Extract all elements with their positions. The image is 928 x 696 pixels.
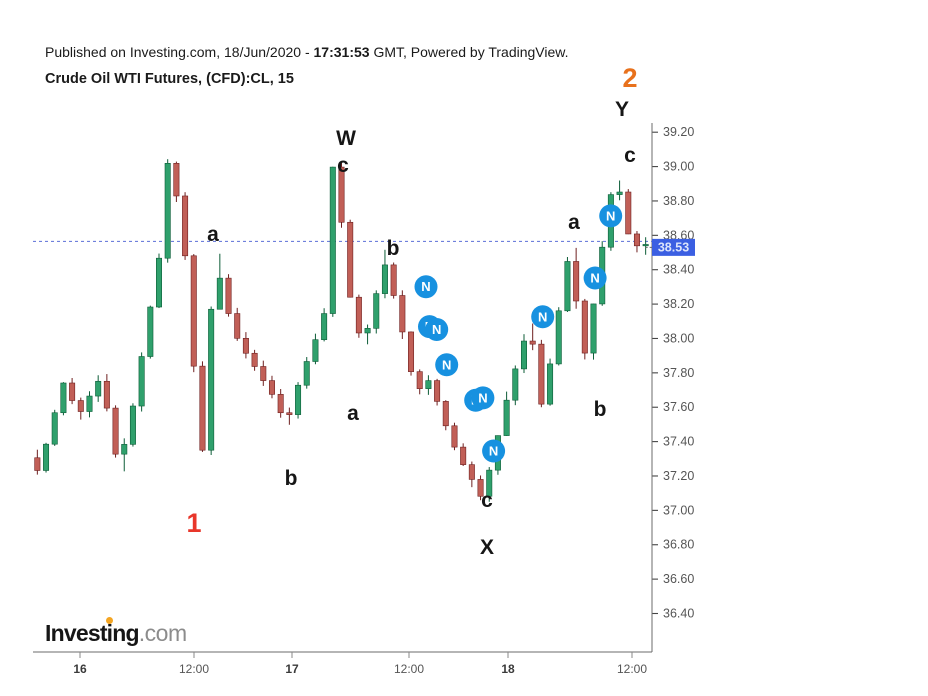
- svg-text:37.60: 37.60: [663, 400, 694, 414]
- svg-text:36.80: 36.80: [663, 538, 694, 552]
- svg-text:36.60: 36.60: [663, 572, 694, 586]
- svg-text:12:00: 12:00: [617, 662, 647, 676]
- svg-text:N: N: [421, 279, 430, 294]
- svg-text:2: 2: [622, 63, 637, 93]
- svg-text:N: N: [432, 322, 441, 337]
- svg-text:a: a: [347, 402, 359, 425]
- svg-text:a: a: [207, 223, 219, 246]
- svg-text:c: c: [624, 144, 636, 167]
- svg-text:N: N: [606, 208, 615, 223]
- svg-text:N: N: [590, 271, 599, 286]
- svg-text:16: 16: [73, 662, 87, 676]
- svg-text:37.40: 37.40: [663, 435, 694, 449]
- svg-text:Y: Y: [615, 98, 629, 121]
- svg-text:X: X: [480, 536, 494, 559]
- svg-text:38.80: 38.80: [663, 194, 694, 208]
- svg-text:c: c: [481, 489, 493, 512]
- svg-text:b: b: [285, 467, 298, 490]
- svg-text:17: 17: [285, 662, 299, 676]
- svg-text:W: W: [336, 127, 356, 150]
- svg-text:N: N: [442, 357, 451, 372]
- svg-text:36.40: 36.40: [663, 607, 694, 621]
- svg-text:N: N: [478, 390, 487, 405]
- svg-text:39.00: 39.00: [663, 160, 694, 174]
- svg-text:18: 18: [501, 662, 515, 676]
- svg-text:12:00: 12:00: [179, 662, 209, 676]
- svg-text:38.40: 38.40: [663, 263, 694, 277]
- svg-text:38.00: 38.00: [663, 331, 694, 345]
- svg-text:37.20: 37.20: [663, 469, 694, 483]
- svg-text:12:00: 12:00: [394, 662, 424, 676]
- svg-text:N: N: [489, 444, 498, 459]
- svg-text:37.00: 37.00: [663, 503, 694, 517]
- svg-text:b: b: [594, 398, 607, 421]
- svg-text:a: a: [568, 211, 580, 234]
- svg-text:38.20: 38.20: [663, 297, 694, 311]
- svg-text:38.53: 38.53: [658, 241, 689, 255]
- svg-text:c: c: [337, 154, 349, 177]
- svg-text:N: N: [538, 309, 547, 324]
- svg-text:b: b: [387, 237, 400, 260]
- svg-text:1: 1: [186, 508, 201, 538]
- svg-text:37.80: 37.80: [663, 366, 694, 380]
- svg-text:39.20: 39.20: [663, 125, 694, 139]
